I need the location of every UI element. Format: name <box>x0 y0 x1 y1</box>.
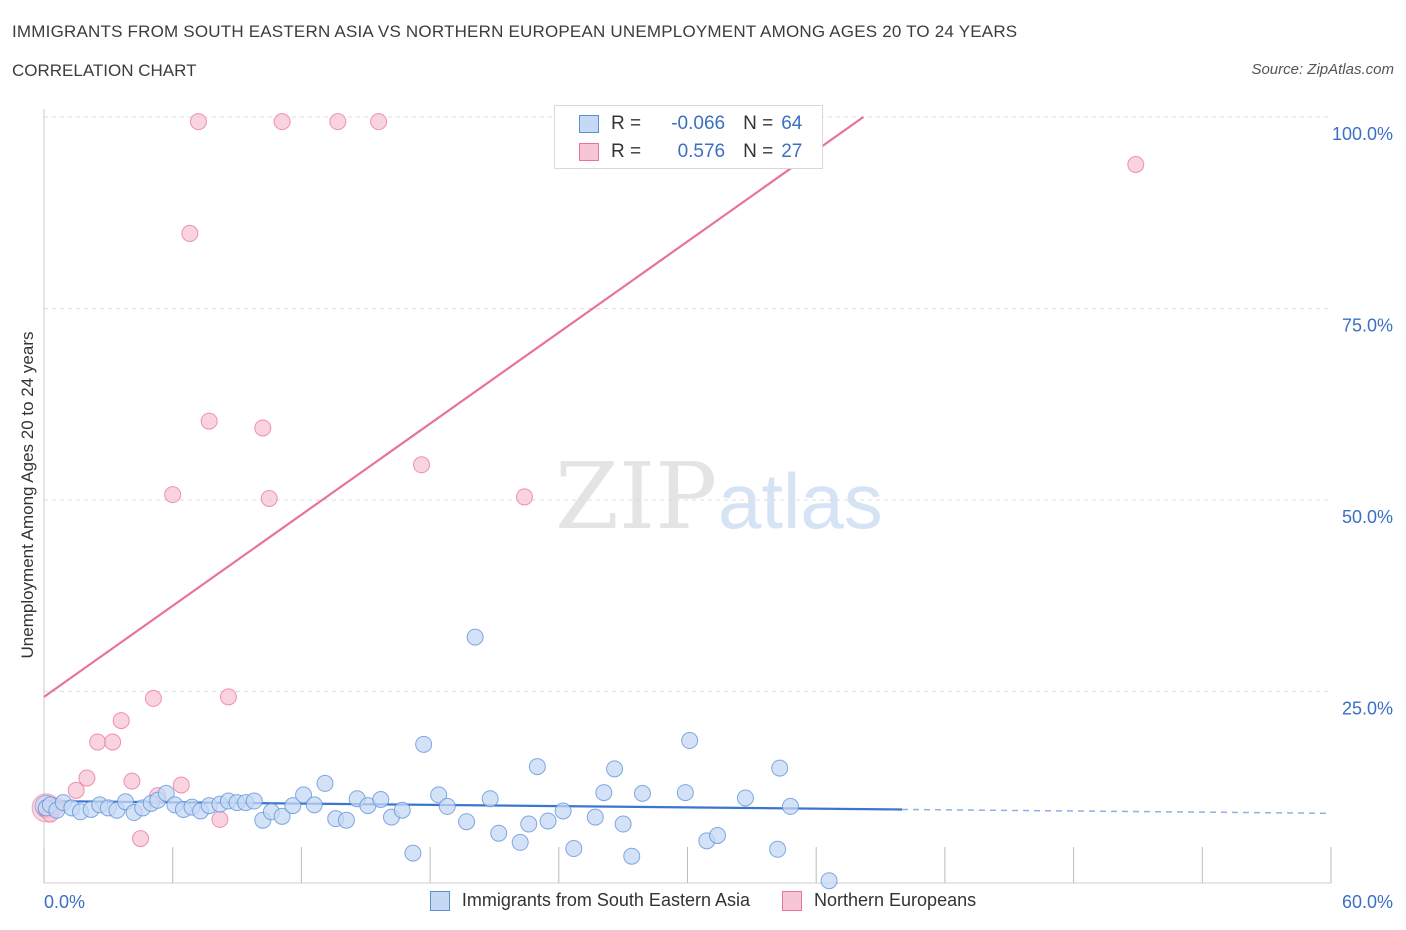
point-northern-europeans <box>112 712 130 730</box>
point-northern-europeans <box>260 489 278 507</box>
point-northern-europeans <box>413 456 431 474</box>
point-northern-europeans <box>172 776 190 794</box>
point-se-asia <box>481 790 499 808</box>
series-name-blue: Immigrants from South Eastern Asia <box>461 890 750 910</box>
point-se-asia <box>623 847 641 865</box>
point-se-asia <box>511 833 529 851</box>
point-se-asia <box>554 802 572 820</box>
point-se-asia <box>781 797 799 815</box>
legend-swatch-pink <box>579 143 599 161</box>
trend-line-se-asia-extension <box>901 808 1332 815</box>
y-tick-label: 50.0% <box>1342 507 1393 527</box>
point-se-asia <box>157 784 175 802</box>
point-northern-europeans <box>329 113 347 131</box>
point-northern-europeans <box>370 113 388 131</box>
legend-n-value: 64 <box>781 113 803 134</box>
point-se-asia <box>586 808 604 826</box>
point-se-asia <box>614 815 632 833</box>
point-northern-europeans <box>254 419 272 437</box>
point-se-asia <box>771 759 789 777</box>
point-northern-europeans <box>189 113 207 131</box>
y-tick-label: 75.0% <box>1342 316 1393 336</box>
point-se-asia <box>681 732 699 750</box>
x-tick-label: 0.0% <box>44 892 85 912</box>
series-legend: Immigrants from South Eastern Asia North… <box>0 890 1406 911</box>
point-se-asia <box>404 844 422 862</box>
point-northern-europeans <box>219 688 237 706</box>
source-label: Source: ZipAtlas.com <box>1251 61 1394 78</box>
point-se-asia <box>393 801 411 819</box>
series-swatch-pink <box>782 890 802 911</box>
point-se-asia <box>458 813 476 831</box>
legend-n-value: 27 <box>781 141 803 162</box>
point-se-asia <box>430 786 448 804</box>
point-se-asia <box>295 786 313 804</box>
point-se-asia <box>305 796 323 814</box>
legend-r-value: -0.066 <box>671 113 726 134</box>
point-se-asia <box>337 811 355 829</box>
point-se-asia <box>539 812 557 830</box>
point-northern-europeans <box>132 830 150 848</box>
point-se-asia <box>736 789 754 807</box>
watermark-atlas: atlas <box>718 457 883 545</box>
legend-r-value: 0.576 <box>677 141 726 162</box>
correlation-legend: R = -0.066 N = 64 R = 0.576 N = 27 <box>554 105 823 169</box>
point-northern-europeans <box>181 224 199 242</box>
y-axis-label: Unemployment Among Ages 20 to 24 years <box>18 332 37 659</box>
point-se-asia <box>676 784 694 802</box>
point-se-asia <box>372 791 390 809</box>
point-se-asia <box>709 827 727 845</box>
point-northern-europeans <box>67 781 85 799</box>
point-se-asia <box>595 784 613 802</box>
point-se-asia <box>415 735 433 753</box>
trend-line-northern-europeans <box>43 116 865 698</box>
point-se-asia <box>565 840 583 858</box>
point-se-asia <box>769 840 787 858</box>
point-northern-europeans <box>200 412 218 430</box>
point-northern-europeans <box>515 488 533 506</box>
series-swatch-blue <box>429 890 450 911</box>
legend-row-pink: R = 0.576 N = 27 <box>579 140 802 164</box>
point-northern-europeans <box>211 810 229 828</box>
point-northern-europeans <box>104 733 122 751</box>
legend-r-label: R = <box>611 141 642 162</box>
point-se-asia <box>820 872 838 890</box>
point-northern-europeans <box>273 113 291 131</box>
point-se-asia <box>273 807 291 825</box>
y-tick-label: 100.0% <box>1332 124 1393 144</box>
point-northern-europeans <box>1127 155 1145 173</box>
point-northern-europeans <box>144 689 162 707</box>
point-se-asia <box>245 792 263 810</box>
series-legend-item-pink: Northern Europeans <box>782 890 976 911</box>
point-northern-europeans <box>164 486 182 504</box>
x-tick-label: 60.0% <box>1342 892 1393 912</box>
chart-title: IMMIGRANTS FROM SOUTH EASTERN ASIA VS NO… <box>12 22 1018 41</box>
legend-n-label: N = <box>743 141 774 162</box>
series-legend-item-blue: Immigrants from South Eastern Asia <box>429 890 750 911</box>
legend-r-label: R = <box>611 113 642 134</box>
point-se-asia <box>466 628 484 646</box>
point-se-asia <box>528 758 546 776</box>
chart-subtitle: CORRELATION CHART <box>12 61 197 80</box>
point-se-asia <box>633 784 651 802</box>
point-se-asia <box>606 760 624 778</box>
legend-swatch-blue <box>579 115 599 133</box>
point-se-asia <box>520 815 538 833</box>
point-northern-europeans <box>78 769 96 787</box>
watermark: ZIP atlas <box>555 443 883 550</box>
point-se-asia <box>438 797 456 815</box>
point-northern-europeans <box>89 733 107 751</box>
y-tick-label: 25.0% <box>1342 699 1393 719</box>
point-se-asia <box>490 824 508 842</box>
series-name-pink: Northern Europeans <box>814 890 977 910</box>
legend-n-label: N = <box>743 113 774 134</box>
legend-row-blue: R = -0.066 N = 64 <box>579 112 802 136</box>
watermark-zip: ZIP <box>555 443 717 550</box>
point-se-asia <box>284 797 302 815</box>
point-northern-europeans <box>123 772 141 790</box>
point-se-asia <box>316 774 334 792</box>
